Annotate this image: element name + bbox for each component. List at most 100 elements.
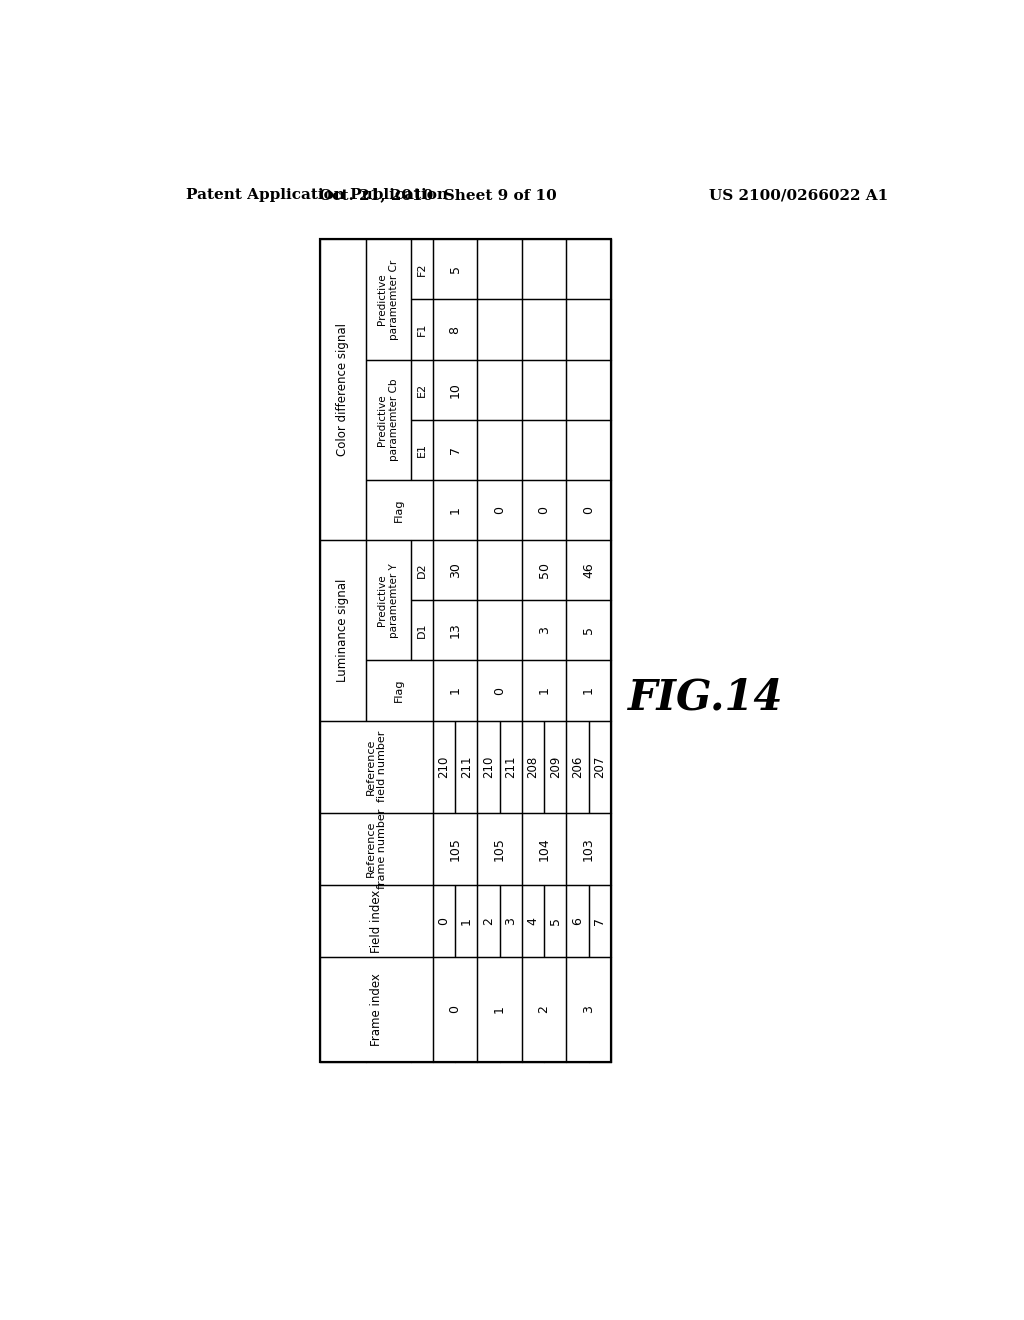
Text: 0: 0 [494,686,506,694]
Bar [433,957,477,1061]
Bar [566,239,611,300]
Bar [366,660,433,721]
Bar [366,540,411,660]
Bar [411,359,433,420]
Text: 3: 3 [582,1006,595,1014]
Bar [477,601,522,660]
Text: 105: 105 [494,837,506,861]
Bar [566,359,611,420]
Bar [366,359,411,480]
Text: 13: 13 [449,623,462,639]
Text: 10: 10 [449,381,462,397]
Bar [321,239,366,540]
Text: 5: 5 [549,917,562,925]
Bar [433,359,477,420]
Bar [433,886,455,957]
Bar [433,660,477,721]
Bar [522,420,566,480]
Bar [589,721,611,813]
Bar [477,540,522,601]
Bar [433,239,477,300]
Bar [411,420,433,480]
Bar [411,601,433,660]
Bar [477,957,522,1061]
Bar [411,300,433,359]
Text: 4: 4 [526,917,540,925]
Bar [500,721,522,813]
Text: 206: 206 [571,755,584,777]
Bar [411,420,433,480]
Text: 30: 30 [449,562,462,578]
Bar [455,721,477,813]
Bar [522,957,566,1061]
Bar [455,886,477,957]
Bar [522,359,566,420]
Bar [477,300,522,359]
Bar [522,886,544,957]
Bar [566,660,611,721]
Text: E2: E2 [417,383,427,397]
Bar [477,239,522,300]
Bar [589,721,611,813]
Bar [455,721,477,813]
Bar [566,886,589,957]
Bar [566,601,611,660]
Bar [321,813,433,886]
Bar [522,239,566,300]
Bar [522,813,566,886]
Text: 103: 103 [582,837,595,861]
Bar [433,601,477,660]
Bar [477,886,500,957]
Text: 7: 7 [593,917,606,925]
Bar [522,480,566,540]
Text: 5: 5 [582,627,595,635]
Bar [321,957,433,1061]
Text: Flag: Flag [394,498,404,521]
Bar [566,721,589,813]
Bar [411,540,433,601]
Bar [544,886,566,957]
Text: F2: F2 [417,263,427,276]
Bar [321,813,433,886]
Text: 8: 8 [449,326,462,334]
Text: 1: 1 [494,1006,506,1014]
Text: 7: 7 [449,446,462,454]
Text: 1: 1 [460,917,473,925]
Bar [477,813,522,886]
Text: Predictive
paramemter Cb: Predictive paramemter Cb [378,379,399,461]
Bar [321,886,433,957]
Text: 50: 50 [538,562,551,578]
Bar [522,660,566,721]
Bar [433,957,477,1061]
Bar [566,540,611,601]
Bar [433,721,455,813]
Bar [321,540,366,721]
Text: 2: 2 [538,1006,551,1014]
Text: Luminance signal: Luminance signal [336,578,349,682]
Bar [411,239,433,300]
Bar [522,660,566,721]
Text: 6: 6 [571,917,584,925]
Text: FIG.14: FIG.14 [628,676,783,718]
Bar [522,420,566,480]
Text: 210: 210 [482,755,495,777]
Bar [566,660,611,721]
Bar [321,957,433,1061]
Bar [433,239,477,300]
Bar [411,540,433,601]
Bar [522,601,566,660]
Text: Color difference signal: Color difference signal [336,323,349,457]
Bar [455,886,477,957]
Bar [566,813,611,886]
Text: 211: 211 [504,755,517,777]
Bar [566,540,611,601]
Bar [566,359,611,420]
Bar [544,886,566,957]
Bar [477,420,522,480]
Bar [366,660,433,721]
Text: 1: 1 [449,506,462,513]
Bar [477,813,522,886]
Bar [566,480,611,540]
Text: E1: E1 [417,442,427,457]
Bar [366,480,433,540]
